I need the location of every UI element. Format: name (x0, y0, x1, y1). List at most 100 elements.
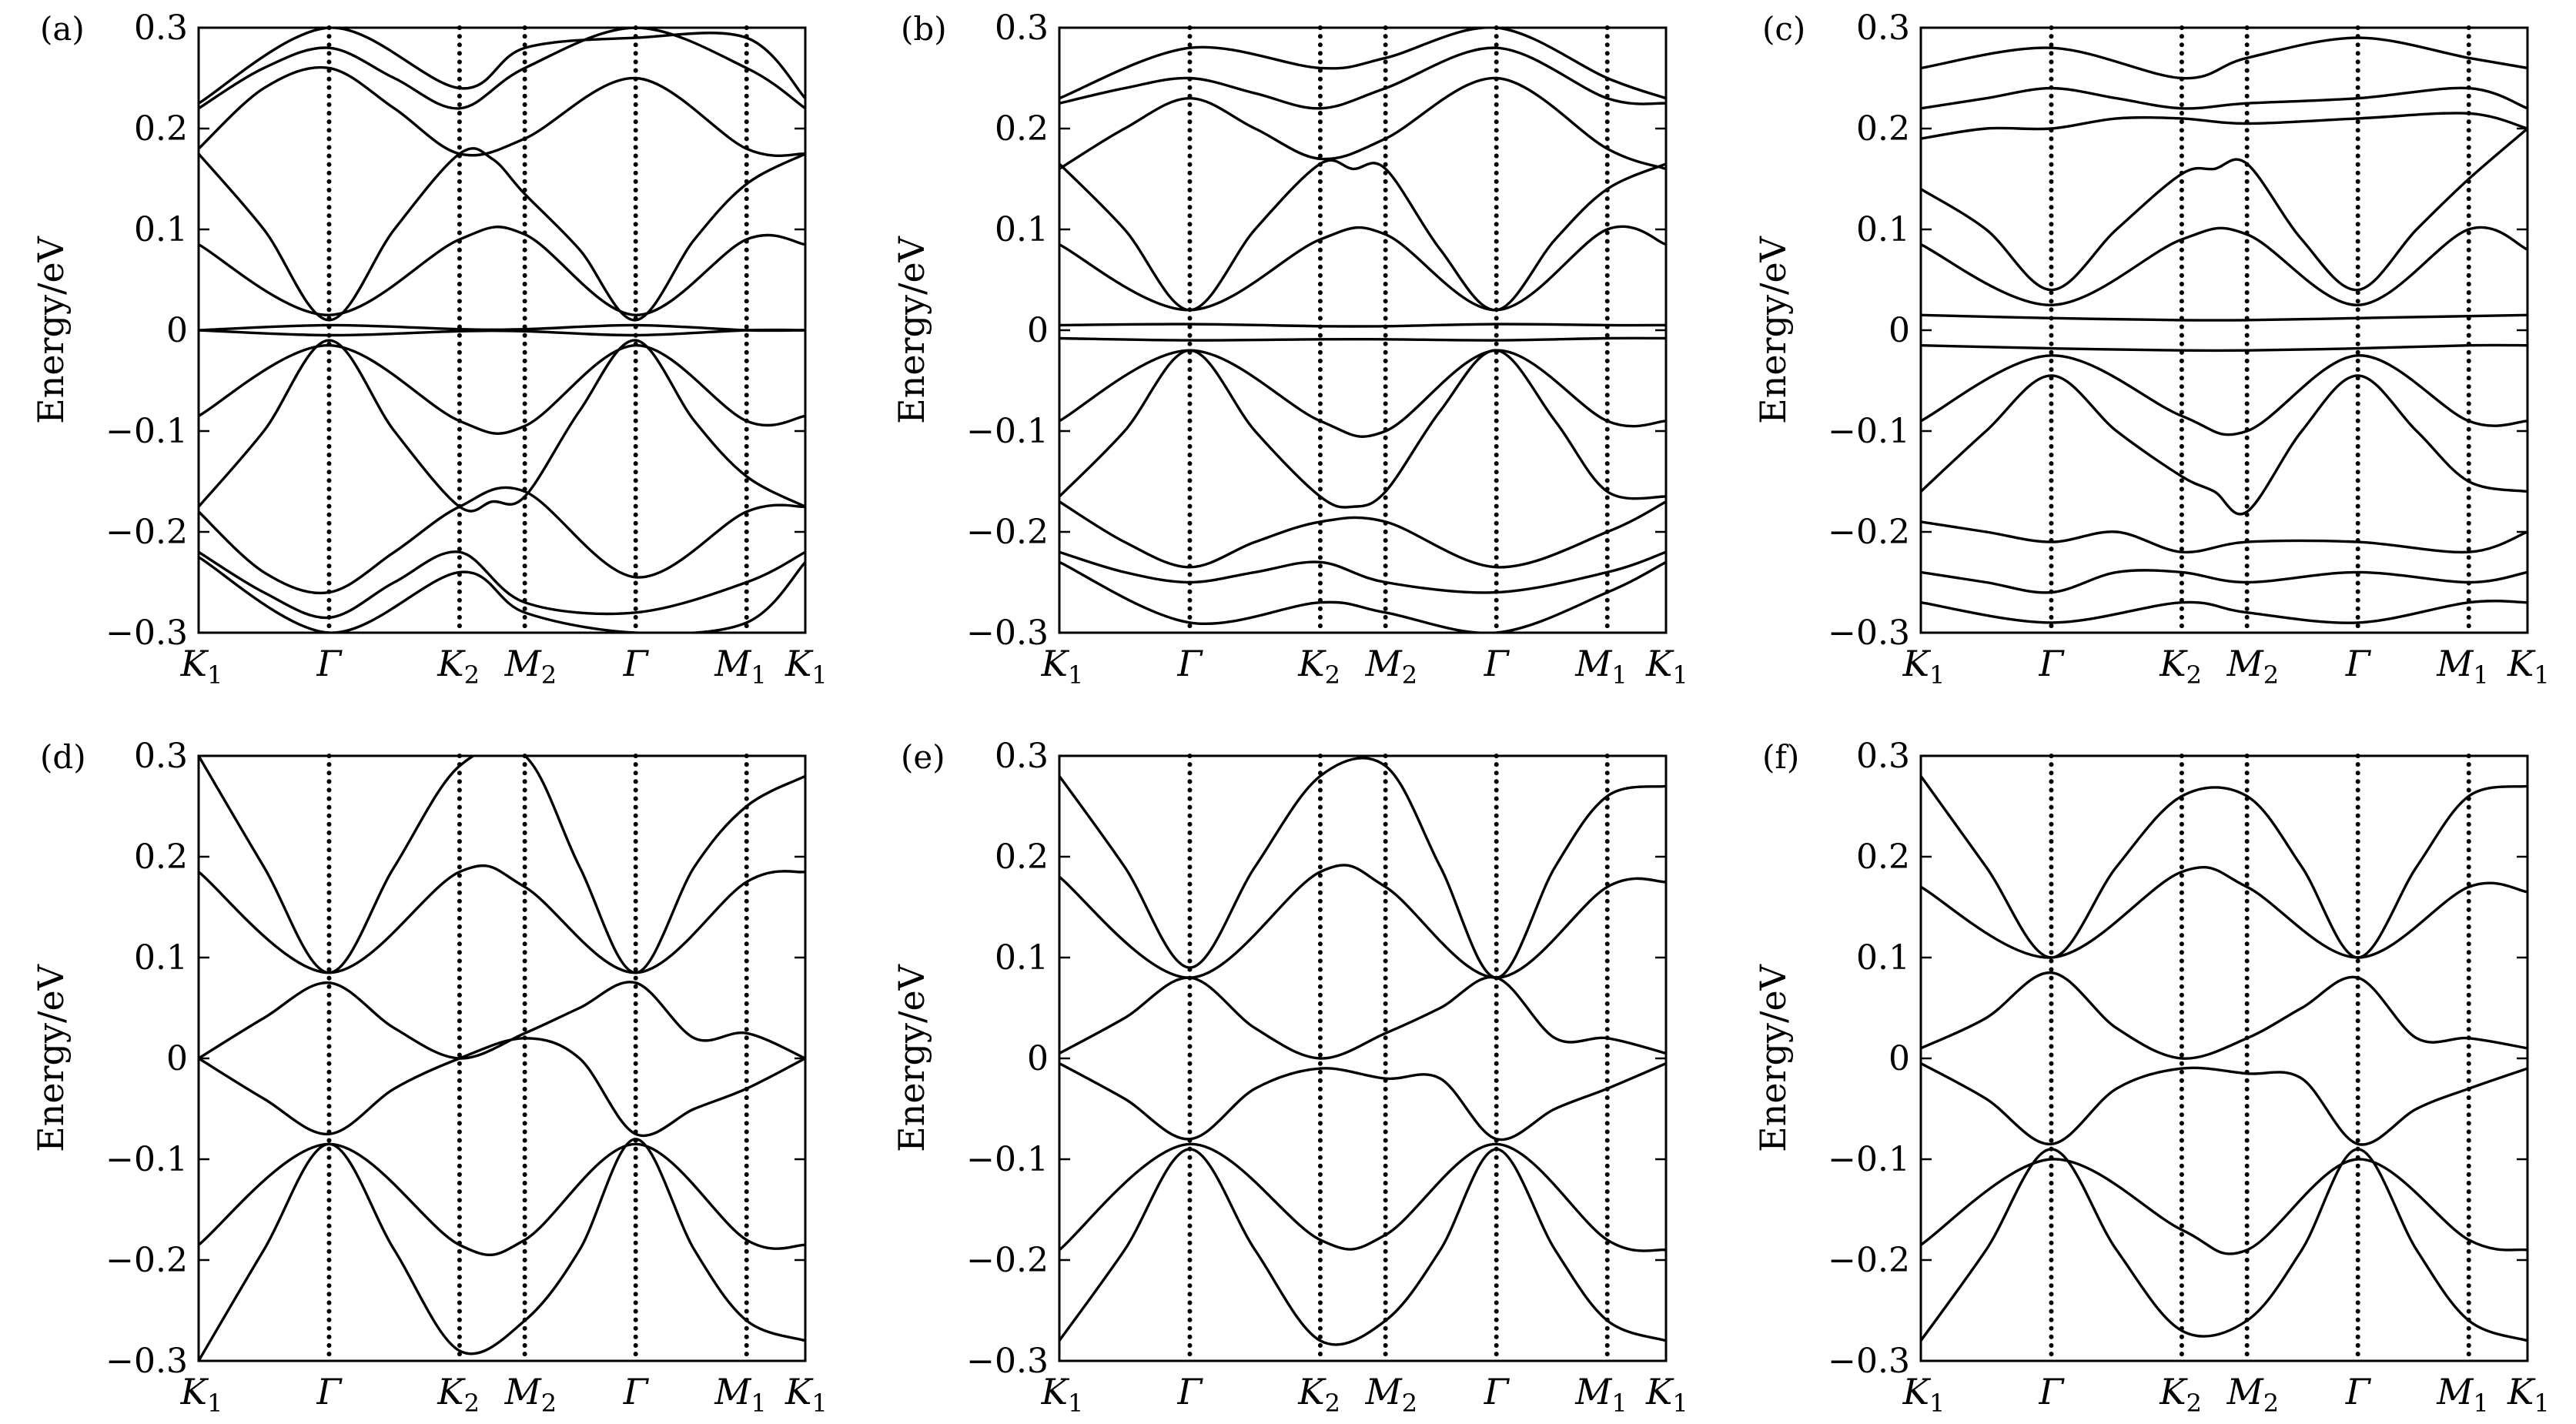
panel-label: (a) (40, 10, 85, 48)
band-v1 (1059, 1142, 1666, 1252)
plot-frame (1058, 754, 1668, 1362)
band-v2 (199, 1138, 805, 1361)
y-axis-title: Energy/eV (891, 236, 932, 424)
panel-d: 0.3 0.2 0.1 0 −0.1 −0.2 −0.3 Energy/eV (d) K1 Γ K2 M… (30, 737, 828, 1418)
band-cone-down (1921, 374, 2527, 516)
band-dn-5 (1059, 560, 1666, 633)
band-up-5 (1059, 28, 1666, 100)
x-tick-label: M1 (2436, 1371, 2488, 1418)
band-up-4 (199, 28, 805, 110)
plot-frame (197, 754, 807, 1362)
y-tick-label: −0.2 (1828, 1241, 1910, 1280)
band-mid-up (1059, 225, 1666, 312)
panel-label: (e) (901, 738, 945, 776)
x-tick-label: M1 (714, 1371, 766, 1418)
panel-b: 0.3 0.2 0.1 0 −0.1 −0.2 −0.3 Energy/eV (b) K1 Γ K2 M… (891, 8, 1688, 690)
panel-label: (c) (1762, 10, 1805, 48)
band-v1 (199, 1142, 805, 1256)
panel-label: (f) (1762, 738, 1799, 776)
plot-frame (1919, 26, 2529, 634)
band-up-4 (1059, 46, 1666, 110)
x-tick-label: M2 (1365, 643, 1417, 690)
y-tick-label: 0.1 (1856, 938, 1910, 978)
band-a1 (1921, 971, 2527, 1060)
y-axis-title: Energy/eV (30, 964, 72, 1152)
band-dn-3 (1921, 520, 2527, 554)
x-tick-label: K1 (1645, 643, 1688, 690)
band-c1 (199, 864, 805, 974)
plot-frame (1919, 754, 2529, 1362)
y-tick-label: −0.1 (966, 1140, 1049, 1179)
band-cone-up (1921, 127, 2527, 292)
y-tick-label: −0.1 (105, 412, 188, 451)
y-tick-label: 0.3 (995, 8, 1049, 48)
y-tick-label: 0 (1889, 311, 1910, 350)
y-tick-label: 0.1 (134, 210, 188, 249)
x-tick-label: K1 (180, 643, 223, 690)
y-tick-label: −0.3 (966, 1342, 1049, 1381)
panel-a: 0.3 0.2 0.1 0 −0.1 −0.2 −0.3 Energy/eV (a) K1 Γ K2 M… (30, 8, 828, 690)
x-tick-label: M2 (2226, 643, 2279, 690)
y-tick-label: 0 (1889, 1039, 1910, 1078)
y-tick-label: 0 (1027, 311, 1049, 350)
band-flat-2 (1921, 343, 2527, 353)
y-tick-label: −0.2 (966, 513, 1049, 552)
x-tick-label: Γ (623, 643, 650, 684)
x-tick-label: M1 (1574, 643, 1627, 690)
x-tick-label: M1 (1574, 1371, 1627, 1418)
band-a1 (1059, 975, 1666, 1060)
y-tick-label: 0.2 (1856, 837, 1910, 877)
x-tick-label: K2 (2159, 1371, 2202, 1418)
band-lines (199, 756, 805, 1361)
x-tick-label: K1 (2507, 1371, 2550, 1418)
y-tick-label: 0.2 (995, 109, 1049, 149)
y-tick-label: 0.1 (1856, 210, 1910, 249)
x-tick-label: K1 (1041, 643, 1084, 690)
x-tick-label: Γ (623, 1371, 650, 1412)
band-a2 (199, 1037, 805, 1137)
band-a2 (1921, 1061, 2527, 1146)
y-tick-label: −0.1 (105, 1140, 188, 1179)
panel-label: (d) (40, 738, 86, 776)
band-lines (1921, 36, 2527, 624)
y-tick-label: 0.1 (995, 938, 1049, 978)
band-dn-4 (199, 550, 805, 620)
y-tick-label: −0.3 (966, 613, 1049, 653)
x-tick-label: K2 (1297, 1371, 1340, 1418)
band-mid-down (1059, 349, 1666, 438)
x-tick-label: M2 (2226, 1371, 2279, 1418)
band-cone-down (1059, 349, 1666, 509)
y-tick-label: 0.2 (995, 837, 1049, 877)
band-lines (1921, 774, 2527, 1342)
band-cone-down (199, 339, 805, 513)
y-tick-label: 0.1 (995, 210, 1049, 249)
panel-c: 0.3 0.2 0.1 0 −0.1 −0.2 −0.3 Energy/eV (c) K1 Γ K2 M… (1752, 8, 2550, 690)
band-up-5 (199, 28, 805, 105)
y-tick-label: −0.2 (1828, 513, 1910, 552)
band-flat-2 (199, 328, 805, 337)
y-tick-label: −0.3 (105, 613, 188, 653)
panel-f: 0.3 0.2 0.1 0 −0.1 −0.2 −0.3 Energy/eV (f) K1 Γ K2 M… (1752, 737, 2550, 1418)
band-v2 (1921, 1148, 2527, 1342)
band-c2 (199, 756, 805, 974)
band-dn-3 (1059, 500, 1666, 569)
y-tick-label: 0.2 (134, 109, 188, 149)
x-tick-label: K1 (1902, 1371, 1945, 1418)
band-c1 (1921, 865, 2527, 959)
y-tick-label: −0.1 (966, 412, 1049, 451)
band-v1 (1921, 1158, 2527, 1255)
band-dn-4 (1059, 550, 1666, 594)
band-flat-1 (199, 323, 805, 333)
x-tick-label: K1 (785, 643, 828, 690)
x-tick-label: Γ (2345, 643, 2372, 684)
band-mid-up (199, 226, 805, 317)
y-tick-label: −0.2 (105, 1241, 188, 1280)
band-mid-up (1921, 226, 2527, 307)
panel-e: 0.3 0.2 0.1 0 −0.1 −0.2 −0.3 Energy/eV (e) K1 Γ K2 M… (891, 737, 1688, 1418)
y-tick-label: 0.2 (134, 837, 188, 877)
x-tick-label: K2 (437, 1371, 480, 1418)
x-tick-label: K2 (1297, 643, 1340, 690)
band-mid-down (1921, 354, 2527, 436)
band-mid-down (199, 343, 805, 435)
band-lines (1059, 28, 1666, 633)
